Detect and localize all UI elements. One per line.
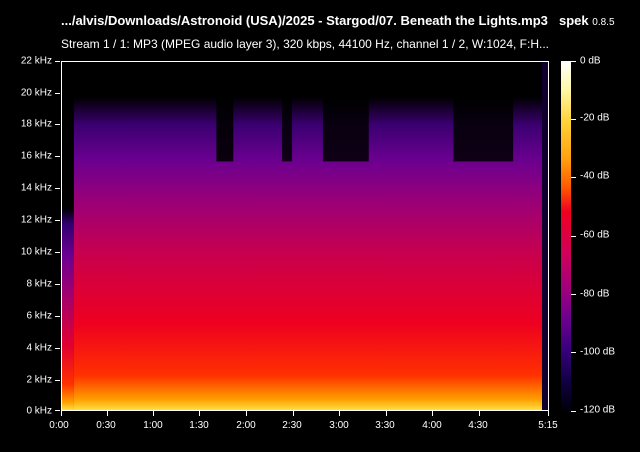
y-tick-mark xyxy=(55,410,60,411)
y-tick-label: 6 kHz xyxy=(26,310,52,322)
file-title: .../alvis/Downloads/Astronoid (USA)/2025… xyxy=(61,13,548,28)
x-tick-mark xyxy=(153,411,154,416)
y-tick-mark xyxy=(55,284,60,285)
stream-info: Stream 1 / 1: MP3 (MPEG audio layer 3), … xyxy=(61,37,550,51)
spectrogram-plot xyxy=(61,61,549,411)
x-tick-mark xyxy=(548,411,549,416)
x-tick-label: 2:30 xyxy=(282,420,302,431)
x-tick-label: 0:30 xyxy=(96,420,116,431)
y-tick-mark xyxy=(55,61,60,62)
colorbar-tick xyxy=(571,411,576,412)
x-tick-mark xyxy=(61,411,62,416)
y-tick-mark xyxy=(55,188,60,189)
colorbar-tick xyxy=(571,294,576,295)
x-tick-label: 1:30 xyxy=(189,420,209,431)
x-tick-mark xyxy=(432,411,433,416)
x-tick-mark xyxy=(246,411,247,416)
x-tick-label: 2:00 xyxy=(236,420,256,431)
y-tick-mark xyxy=(55,348,60,349)
spectrogram-image xyxy=(62,62,548,410)
y-tick-label: 8 kHz xyxy=(26,278,52,290)
colorbar-tick xyxy=(571,236,576,237)
y-tick-label: 20 kHz xyxy=(20,87,52,99)
y-tick-label: 12 kHz xyxy=(20,214,52,226)
y-tick-label: 10 kHz xyxy=(20,246,52,258)
colorbar-tick xyxy=(571,119,576,120)
x-tick-label: 5:15 xyxy=(538,420,558,431)
colorbar-tick xyxy=(571,61,576,62)
y-tick-label: 4 kHz xyxy=(26,342,52,354)
app-version: 0.8.5 xyxy=(592,17,615,28)
x-tick-mark xyxy=(386,411,387,416)
colorbar-label: 0 dB xyxy=(580,55,601,67)
x-tick-mark xyxy=(199,411,200,416)
x-tick-mark xyxy=(107,411,108,416)
colorbar-label: -40 dB xyxy=(580,170,610,182)
y-tick-label: 2 kHz xyxy=(26,374,52,386)
x-tick-mark xyxy=(293,411,294,416)
colorbar-tick xyxy=(571,177,576,178)
x-tick-mark xyxy=(339,411,340,416)
x-tick-label: 0:00 xyxy=(49,420,69,431)
y-tick-mark xyxy=(55,93,60,94)
colorbar-tick xyxy=(571,352,576,353)
x-tick-label: 4:00 xyxy=(422,420,442,431)
x-tick-label: 4:30 xyxy=(468,420,488,431)
y-tick-mark xyxy=(55,380,60,381)
colorbar-label: -60 dB xyxy=(580,229,610,241)
colorbar-label: -80 dB xyxy=(580,288,610,300)
y-tick-label: 18 kHz xyxy=(20,118,52,130)
y-tick-label: 0 kHz xyxy=(26,405,52,417)
y-tick-mark xyxy=(55,220,60,221)
x-tick-mark xyxy=(479,411,480,416)
colorbar-label: -100 dB xyxy=(580,346,616,358)
y-tick-label: 14 kHz xyxy=(20,182,52,194)
colorbar-label: -120 dB xyxy=(580,404,616,416)
app-label: spek 0.8.5 xyxy=(559,13,615,28)
x-tick-label: 1:00 xyxy=(143,420,163,431)
app-name: spek xyxy=(559,13,589,28)
y-tick-label: 22 kHz xyxy=(20,55,52,67)
y-tick-mark xyxy=(55,252,60,253)
x-tick-label: 3:30 xyxy=(375,420,395,431)
y-tick-mark xyxy=(55,124,60,125)
colorbar-label: -20 dB xyxy=(580,112,610,124)
y-tick-mark xyxy=(55,316,60,317)
x-tick-label: 3:00 xyxy=(329,420,349,431)
y-tick-label: 16 kHz xyxy=(20,150,52,162)
y-tick-mark xyxy=(55,156,60,157)
colorbar xyxy=(561,61,571,411)
